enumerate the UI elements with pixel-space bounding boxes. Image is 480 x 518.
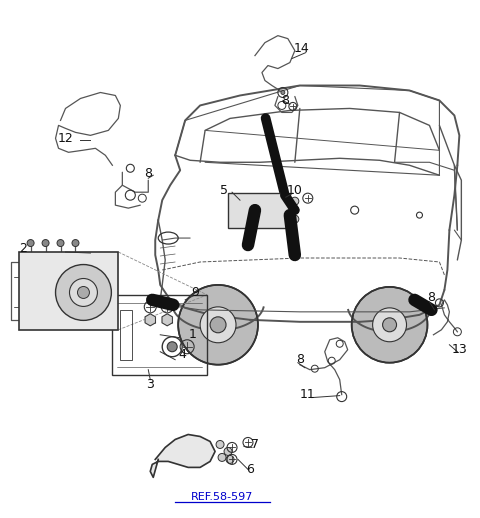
Circle shape [167,342,177,352]
Text: 2: 2 [19,241,26,254]
Text: 10: 10 [287,184,303,197]
Circle shape [291,197,299,205]
Circle shape [70,279,97,307]
Polygon shape [145,314,156,326]
Polygon shape [162,314,172,326]
Circle shape [72,239,79,247]
Text: 11: 11 [300,388,316,401]
Bar [120,310,132,359]
Bar [228,193,290,228]
Circle shape [210,317,226,333]
Circle shape [281,91,285,94]
Circle shape [57,239,64,247]
Polygon shape [150,435,215,478]
Text: 14: 14 [294,42,310,55]
Circle shape [291,215,299,223]
Circle shape [291,206,299,214]
Circle shape [372,308,407,342]
Text: 4: 4 [178,348,186,361]
Text: 6: 6 [246,463,254,476]
Circle shape [226,455,234,464]
Circle shape [56,265,111,320]
Text: 3: 3 [146,378,154,391]
Circle shape [218,453,226,462]
Circle shape [42,239,49,247]
Text: 7: 7 [251,438,259,451]
Circle shape [216,440,224,449]
Text: 13: 13 [452,343,467,356]
Circle shape [352,287,428,363]
Text: 12: 12 [58,132,73,145]
Text: 8: 8 [281,94,289,107]
Text: 8: 8 [296,353,304,366]
Text: 8: 8 [144,167,152,180]
Bar [112,295,207,375]
Circle shape [383,318,396,332]
Text: 8: 8 [428,292,435,305]
Circle shape [77,286,89,298]
Circle shape [224,448,232,455]
Circle shape [178,285,258,365]
Circle shape [27,239,34,247]
Text: 1: 1 [188,328,196,341]
Circle shape [200,307,236,343]
Text: 5: 5 [220,184,228,197]
Text: 9: 9 [191,286,199,299]
Bar [19,252,119,330]
Text: REF.58-597: REF.58-597 [191,492,253,502]
